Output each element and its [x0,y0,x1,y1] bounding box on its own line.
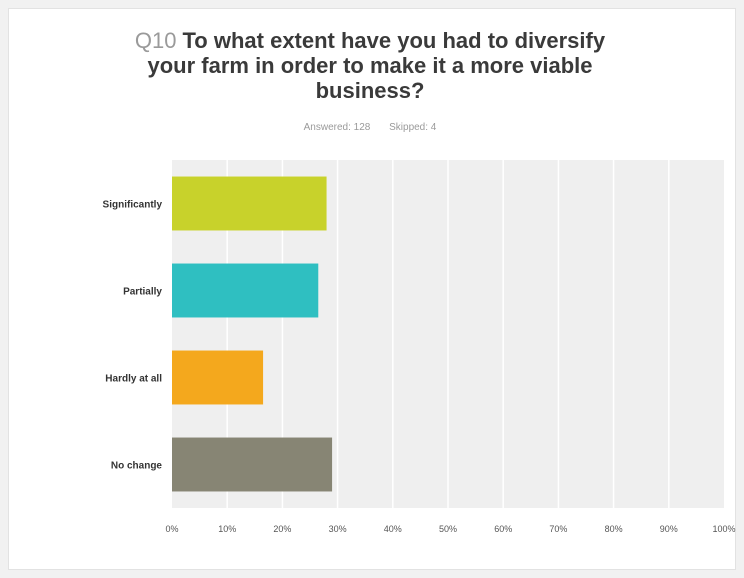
skipped-count: Skipped: 4 [389,122,437,133]
x-tick-label: 10% [218,524,236,534]
x-tick-label: 0% [165,524,178,534]
answered-count: Answered: 128 [303,122,371,133]
x-tick-label: 40% [384,524,402,534]
x-tick-label: 60% [494,524,512,534]
bar [172,263,319,318]
category-label: Significantly [103,200,163,211]
response-summary: Answered: 128 Skipped: 4 [110,122,630,133]
bar [172,437,333,492]
x-tick-label: 70% [549,524,567,534]
x-tick-label: 50% [439,524,457,534]
x-tick-label: 20% [273,524,291,534]
question-text: To what extent have you had to diversify… [147,28,606,103]
question-number: Q10 [134,28,177,53]
x-tick-label: 30% [329,524,347,534]
x-tick-label: 90% [660,524,678,534]
chart-title: Q10 To what extent have you had to divers… [110,28,630,103]
bar [172,350,264,405]
category-label: Partially [123,287,162,298]
bar [172,176,327,231]
x-tick-label: 80% [605,524,623,534]
category-label: Hardly at all [105,374,162,385]
x-tick-label: 100% [712,524,735,534]
category-label: No change [111,461,163,472]
